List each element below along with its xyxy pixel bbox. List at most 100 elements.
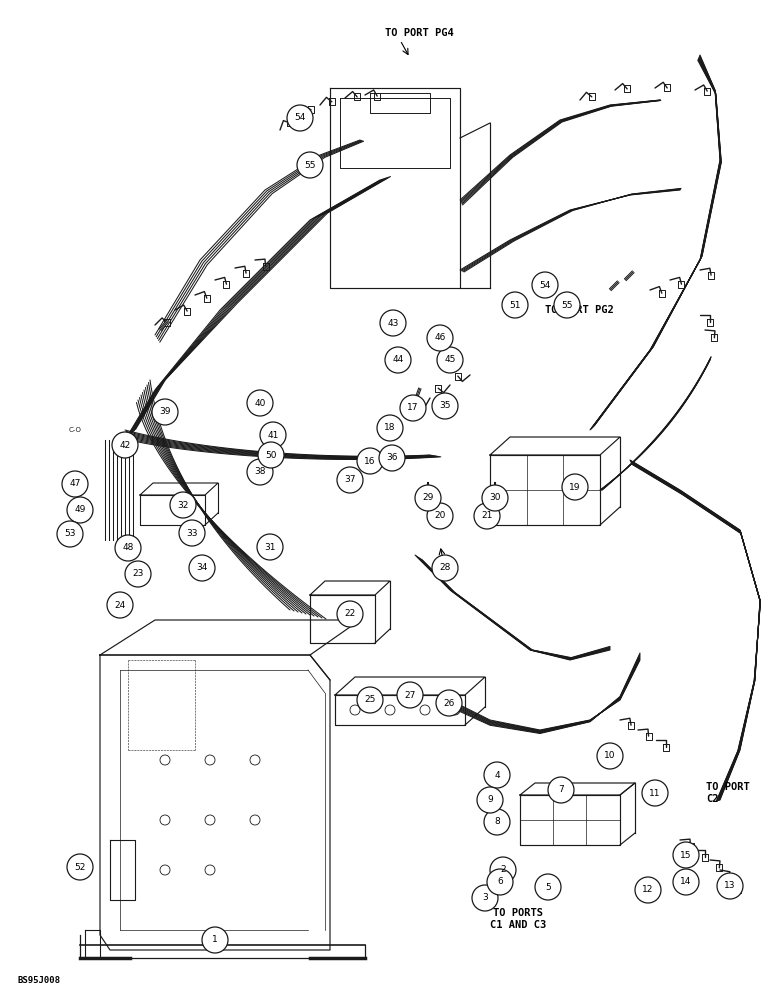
Text: 41: 41 <box>267 430 279 440</box>
Text: 36: 36 <box>386 454 398 462</box>
Text: 49: 49 <box>74 506 86 514</box>
Circle shape <box>487 869 513 895</box>
Text: 16: 16 <box>364 456 376 466</box>
Circle shape <box>635 877 661 903</box>
Circle shape <box>152 399 178 425</box>
Text: 55: 55 <box>561 300 573 310</box>
Text: 43: 43 <box>388 318 398 328</box>
Circle shape <box>427 503 453 529</box>
Circle shape <box>337 601 363 627</box>
Text: 42: 42 <box>120 440 130 450</box>
Text: 20: 20 <box>435 512 445 520</box>
Circle shape <box>490 857 516 883</box>
Circle shape <box>125 561 151 587</box>
Text: 30: 30 <box>489 493 501 502</box>
Circle shape <box>115 535 141 561</box>
Text: 13: 13 <box>724 882 736 890</box>
Circle shape <box>247 390 273 416</box>
Text: TO PORTS
C1 AND C3: TO PORTS C1 AND C3 <box>490 908 546 930</box>
Circle shape <box>107 592 133 618</box>
Circle shape <box>477 787 503 813</box>
Circle shape <box>202 927 228 953</box>
Text: 23: 23 <box>132 570 144 578</box>
Circle shape <box>482 891 490 899</box>
Circle shape <box>532 272 558 298</box>
Circle shape <box>385 347 411 373</box>
Text: 15: 15 <box>680 850 692 859</box>
Circle shape <box>554 292 580 318</box>
Circle shape <box>287 105 313 131</box>
Circle shape <box>432 555 458 581</box>
Circle shape <box>247 459 273 485</box>
Circle shape <box>427 325 453 351</box>
Circle shape <box>673 869 699 895</box>
Text: 51: 51 <box>510 300 521 310</box>
Text: 31: 31 <box>264 542 276 552</box>
Text: TO PORT PG4: TO PORT PG4 <box>385 28 454 38</box>
Text: BS95J008: BS95J008 <box>18 976 61 985</box>
Text: 50: 50 <box>266 450 276 460</box>
Circle shape <box>548 777 574 803</box>
Text: 44: 44 <box>392 356 404 364</box>
Circle shape <box>474 503 500 529</box>
Circle shape <box>179 520 205 546</box>
Circle shape <box>400 395 426 421</box>
Circle shape <box>260 422 286 448</box>
Text: 6: 6 <box>497 878 503 886</box>
Circle shape <box>357 448 383 474</box>
Circle shape <box>482 485 508 511</box>
Text: TO PORT
C2: TO PORT C2 <box>706 782 750 804</box>
Text: 8: 8 <box>494 818 500 826</box>
Circle shape <box>436 690 462 716</box>
Circle shape <box>57 521 83 547</box>
Text: 17: 17 <box>408 403 418 412</box>
Text: 34: 34 <box>196 564 208 572</box>
Circle shape <box>112 432 138 458</box>
Circle shape <box>499 874 507 882</box>
Text: 55: 55 <box>304 160 316 169</box>
Circle shape <box>67 854 93 880</box>
Text: 2: 2 <box>500 865 506 874</box>
Text: 48: 48 <box>122 544 134 552</box>
Circle shape <box>357 687 383 713</box>
Circle shape <box>472 885 498 911</box>
Circle shape <box>379 445 405 471</box>
Text: 1: 1 <box>212 936 218 944</box>
Circle shape <box>673 842 699 868</box>
Text: 11: 11 <box>649 788 661 798</box>
Text: 3: 3 <box>482 894 488 902</box>
Circle shape <box>257 534 283 560</box>
Text: 35: 35 <box>439 401 451 410</box>
Text: 12: 12 <box>642 886 654 894</box>
Text: 7: 7 <box>558 786 564 794</box>
Text: 54: 54 <box>540 280 550 290</box>
Text: 25: 25 <box>364 696 376 704</box>
Circle shape <box>415 485 441 511</box>
Text: 39: 39 <box>159 408 171 416</box>
Text: 37: 37 <box>344 476 356 485</box>
Text: 4: 4 <box>494 770 499 780</box>
Circle shape <box>377 415 403 441</box>
Circle shape <box>170 492 196 518</box>
Circle shape <box>380 310 406 336</box>
Circle shape <box>67 497 93 523</box>
Text: 45: 45 <box>445 356 455 364</box>
Text: 32: 32 <box>178 500 188 510</box>
Circle shape <box>562 474 588 500</box>
Circle shape <box>297 152 323 178</box>
Text: 52: 52 <box>74 862 86 871</box>
Text: 29: 29 <box>422 493 434 502</box>
Circle shape <box>189 555 215 581</box>
Text: 46: 46 <box>435 334 445 342</box>
Text: 40: 40 <box>254 398 266 408</box>
Circle shape <box>642 780 668 806</box>
Circle shape <box>258 442 284 468</box>
Text: 9: 9 <box>487 796 493 804</box>
Text: 18: 18 <box>384 424 396 432</box>
Text: 33: 33 <box>186 528 198 538</box>
Text: 54: 54 <box>294 113 306 122</box>
Text: 53: 53 <box>64 530 76 538</box>
Text: 5: 5 <box>545 882 551 892</box>
Text: 21: 21 <box>481 512 493 520</box>
Circle shape <box>484 809 510 835</box>
